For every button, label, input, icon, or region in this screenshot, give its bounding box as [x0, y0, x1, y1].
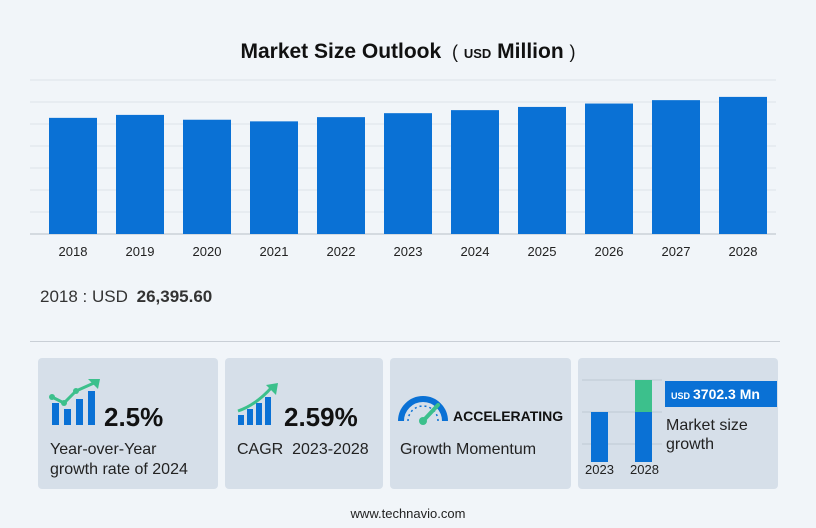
growth-chart-icon: [49, 379, 100, 425]
x-tick-label: 2024: [461, 244, 490, 259]
trend-bars-icon: [237, 383, 278, 425]
mini-year-start: 2023: [585, 462, 614, 477]
bar-2025: [518, 106, 566, 234]
market-desc-1: Market size: [666, 417, 748, 434]
bar-2026: [585, 103, 633, 234]
x-tick-label: 2018: [59, 244, 88, 259]
x-tick-label: 2026: [595, 244, 624, 259]
x-tick-label: 2023: [394, 244, 423, 259]
bar-2023: [384, 113, 432, 234]
chart-title: Market Size Outlook ( USD Million ): [240, 40, 576, 63]
x-tick-label: 2021: [260, 244, 289, 259]
growth-badge: USD 3702.3 Mn: [665, 381, 777, 407]
bar-2019: [116, 114, 164, 234]
bar-2020: [183, 119, 231, 234]
mini-bar-2023: [591, 412, 608, 462]
bar-2024: [451, 110, 499, 234]
yoy-desc-1: Year-over-Year: [50, 441, 157, 458]
footer-url[interactable]: www.technavio.com: [350, 506, 466, 521]
mini-bar-2028-base: [635, 412, 652, 462]
base-year-value: 2018 : USD 26,395.60: [40, 287, 213, 306]
speedometer-icon: [398, 396, 448, 425]
title-currency: USD: [463, 46, 492, 61]
x-tick-label: 2027: [662, 244, 691, 259]
momentum-desc: Growth Momentum: [400, 441, 537, 458]
x-tick-label: 2025: [528, 244, 557, 259]
cagr-value: 2.59%: [284, 402, 358, 432]
bar-chart: 2018 2019 2020 2021 2022 2023 2024 2025 2026 2027…: [30, 79, 776, 259]
bar-2028: [719, 96, 767, 235]
bar-2027: [652, 100, 700, 234]
mini-bar-2028-growth: [635, 380, 652, 412]
divider: [30, 341, 780, 342]
momentum-value: ACCELERATING: [453, 408, 564, 424]
x-tick-label: 2019: [126, 244, 155, 259]
mini-year-end: 2028: [630, 462, 659, 477]
bar-2022: [317, 117, 365, 234]
title-scale: Million: [497, 40, 564, 63]
growth-mini-chart: [582, 379, 662, 462]
market-desc-2: growth: [666, 436, 715, 453]
x-tick-label: 2028: [729, 244, 758, 259]
bar-2021: [250, 121, 298, 234]
x-tick-label: 2022: [327, 244, 356, 259]
x-tick-label: 2020: [193, 244, 222, 259]
bar-2018: [49, 117, 97, 234]
yoy-value: 2.5%: [104, 402, 164, 432]
cagr-desc: CAGR 2023-2028: [237, 441, 369, 458]
yoy-desc-2: growth rate of 2024: [50, 461, 188, 478]
